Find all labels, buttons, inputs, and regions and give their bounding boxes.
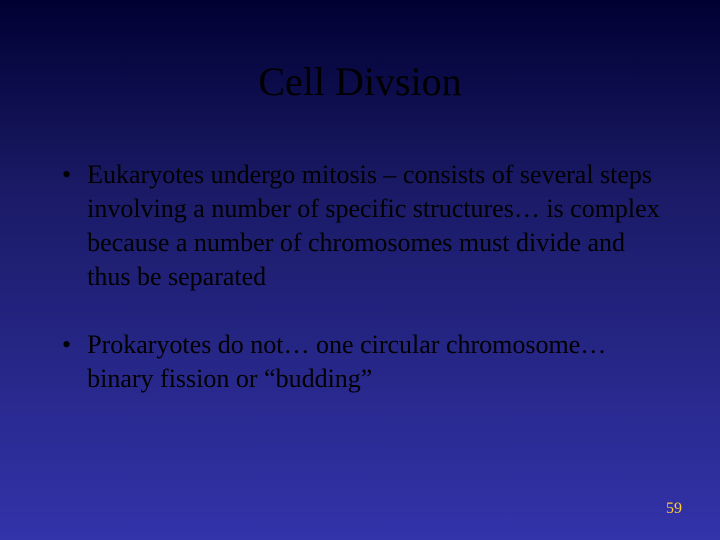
list-item: • Eukaryotes undergo mitosis – consists … <box>62 158 660 294</box>
bullet-icon: • <box>62 158 71 192</box>
bullet-text: Prokaryotes do not… one circular chromos… <box>87 328 660 396</box>
page-number: 59 <box>666 500 682 518</box>
slide-body: • Eukaryotes undergo mitosis – consists … <box>62 158 660 430</box>
bullet-text: Eukaryotes undergo mitosis – consists of… <box>87 158 660 294</box>
slide: Cell Divsion • Eukaryotes undergo mitosi… <box>0 0 720 540</box>
slide-title: Cell Divsion <box>0 58 720 105</box>
bullet-icon: • <box>62 328 71 362</box>
list-item: • Prokaryotes do not… one circular chrom… <box>62 328 660 396</box>
